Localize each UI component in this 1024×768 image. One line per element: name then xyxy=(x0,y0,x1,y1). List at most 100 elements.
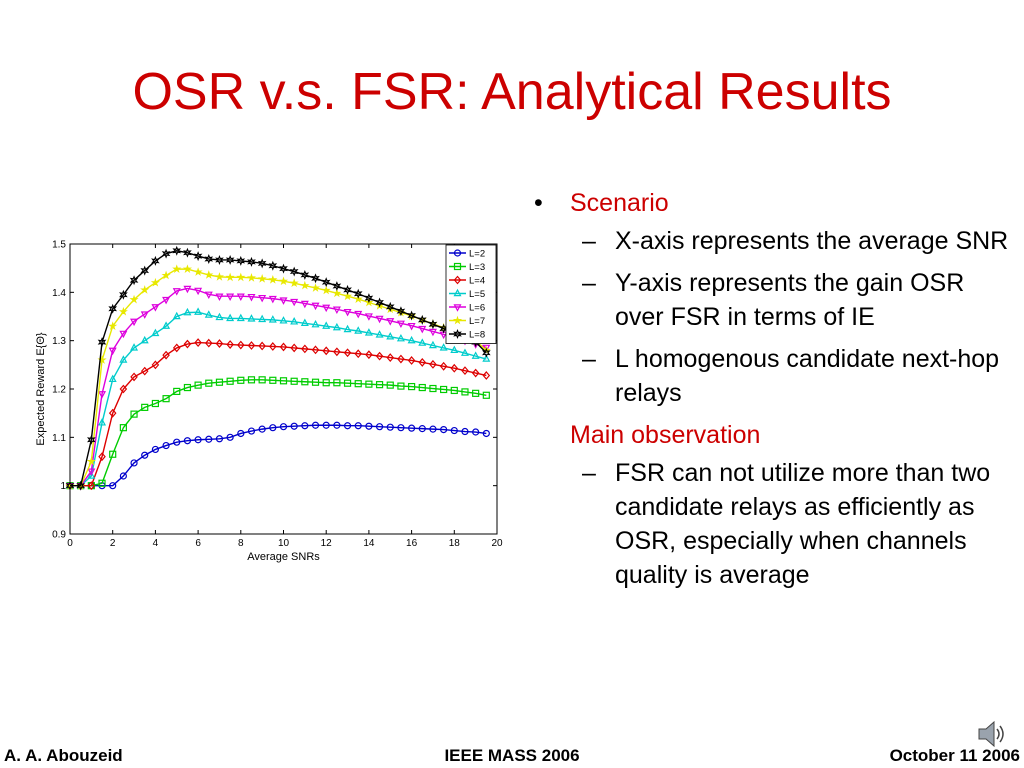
data-point xyxy=(396,320,405,329)
data-point xyxy=(311,273,320,284)
data-point xyxy=(472,389,480,397)
sub-bullet-text: Y-axis represents the gain OSR over FSR … xyxy=(615,269,965,331)
data-point xyxy=(461,388,469,396)
dash: – xyxy=(582,227,596,255)
data-point xyxy=(269,376,277,384)
slide-title: OSR v.s. FSR: Analytical Results xyxy=(132,63,892,121)
data-point xyxy=(108,303,118,314)
data-point xyxy=(65,480,75,491)
legend-label: L=8 xyxy=(469,330,485,341)
data-point xyxy=(236,272,246,282)
data-point xyxy=(151,360,160,370)
data-point xyxy=(269,424,277,432)
data-point xyxy=(268,274,278,284)
data-point xyxy=(418,325,427,334)
data-point xyxy=(87,434,96,445)
data-point xyxy=(418,425,426,433)
data-point xyxy=(258,294,267,303)
legend-entry: L=6 xyxy=(449,303,485,314)
data-point xyxy=(364,313,373,321)
dash: – xyxy=(582,459,596,487)
data-point xyxy=(108,321,118,331)
data-point xyxy=(407,322,416,331)
data-point xyxy=(321,277,331,288)
line-chart: 0 2 4 6 8 10 12 14 16 18 20 0.9 1 1.1 1.2 1.3 1.4 1.5 L=2… xyxy=(35,240,503,564)
data-point xyxy=(453,288,462,297)
data-point xyxy=(343,284,352,295)
data-point xyxy=(429,425,437,433)
data-point xyxy=(183,339,192,349)
data-point xyxy=(108,374,117,383)
data-point xyxy=(300,280,310,290)
data-point xyxy=(162,296,171,305)
data-point xyxy=(237,376,245,384)
data-point xyxy=(482,371,491,380)
y-tick-label: 1 xyxy=(60,481,66,492)
bullet-scenario-text: Scenario xyxy=(570,189,669,217)
data-point xyxy=(258,314,267,323)
x-axis-label: Average SNRs xyxy=(247,551,320,563)
data-point xyxy=(204,338,213,348)
data-point xyxy=(354,422,362,430)
data-point xyxy=(194,338,202,348)
data-point xyxy=(258,341,266,351)
data-point xyxy=(386,423,394,431)
data-point xyxy=(453,329,462,339)
dash: – xyxy=(582,345,596,373)
bullet-list: • Scenario – X-axis represents the avera… xyxy=(534,186,1009,600)
data-point xyxy=(268,295,277,304)
data-point xyxy=(151,304,160,312)
data-point xyxy=(333,347,341,357)
data-point xyxy=(130,318,139,327)
x-tick-label: 2 xyxy=(110,538,116,549)
speaker-icon[interactable] xyxy=(976,717,1008,751)
data-point xyxy=(87,471,96,479)
legend-entry: L=3 xyxy=(449,262,485,273)
x-tick-label: 20 xyxy=(491,538,503,549)
data-point xyxy=(481,347,491,358)
data-point xyxy=(429,384,437,393)
data-point xyxy=(214,272,224,281)
footer-date: October 11 2006 xyxy=(889,746,1020,765)
data-point xyxy=(246,273,257,282)
data-point xyxy=(322,421,330,429)
data-point xyxy=(225,254,235,265)
data-point xyxy=(161,270,171,280)
data-point xyxy=(452,315,463,325)
data-point xyxy=(247,427,256,435)
data-point xyxy=(140,366,149,376)
data-point xyxy=(450,345,459,354)
data-point xyxy=(257,274,267,283)
data-point xyxy=(151,255,160,266)
sub-bullet: – L homogenous candidate next-hop relays xyxy=(534,342,1009,410)
data-point xyxy=(386,353,395,363)
data-point xyxy=(343,379,352,387)
data-point xyxy=(365,350,373,360)
data-point xyxy=(98,479,106,487)
data-point xyxy=(290,298,299,307)
data-point xyxy=(215,435,224,443)
data-point xyxy=(279,342,288,352)
bullet-scenario: • Scenario xyxy=(534,186,1009,220)
data-point xyxy=(289,266,299,277)
data-point xyxy=(162,350,170,360)
legend-label: L=3 xyxy=(469,262,485,273)
data-point xyxy=(365,380,373,388)
bullet-observation: Main observation xyxy=(534,418,1009,452)
data-point xyxy=(183,307,192,316)
data-point xyxy=(332,281,342,292)
data-point xyxy=(407,356,416,365)
y-axis-label: Expected Reward E{Θ} xyxy=(35,332,47,445)
data-point xyxy=(183,437,192,445)
data-point xyxy=(301,344,309,354)
data-point xyxy=(258,376,266,384)
data-point xyxy=(215,254,224,265)
data-point xyxy=(439,361,448,371)
data-point xyxy=(375,330,384,338)
data-point xyxy=(194,381,202,389)
data-point xyxy=(76,480,86,491)
data-point xyxy=(162,395,170,403)
legend-entry: L=8 xyxy=(449,329,485,341)
data-point xyxy=(343,324,352,333)
data-point xyxy=(290,343,298,353)
